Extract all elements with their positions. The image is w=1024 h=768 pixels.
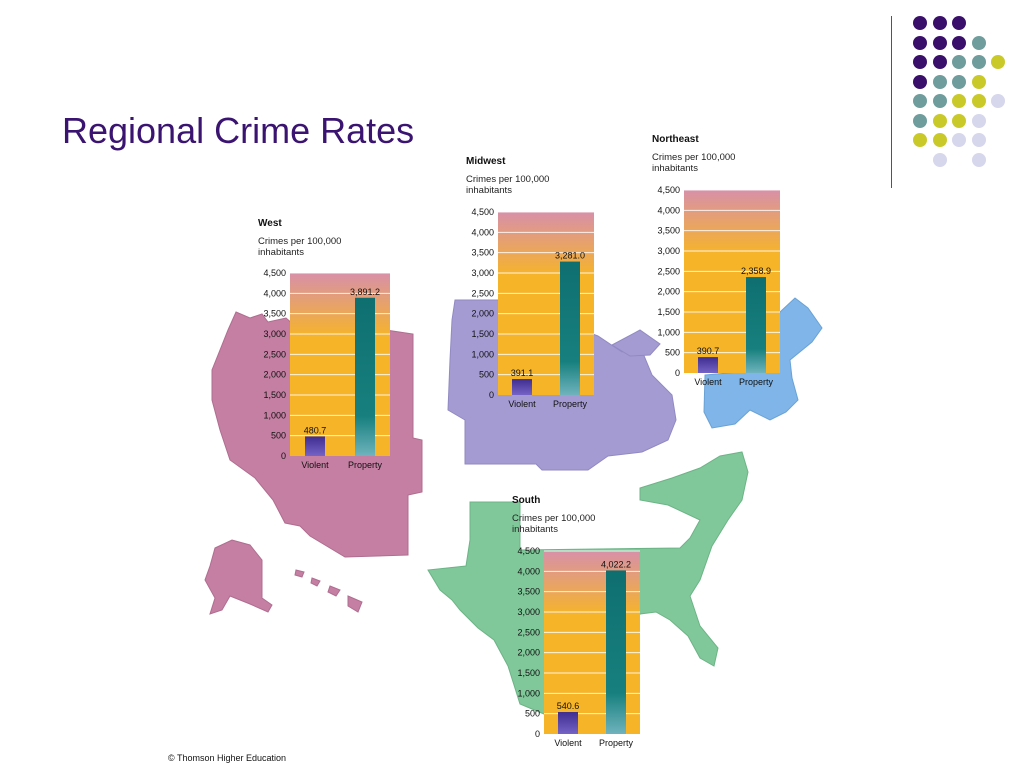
y-tick-label: 4,000 [517,566,540,576]
y-tick-label: 0 [535,729,540,739]
y-tick-label: 4,000 [657,205,680,215]
y-tick-label: 4,500 [263,268,286,278]
y-tick-label: 2,500 [263,349,286,359]
violent-bar [698,357,718,373]
y-tick-label: 3,500 [471,248,494,258]
y-tick-label: 0 [489,390,494,400]
x-category-label: Property [599,738,634,748]
y-tick-label: 3,500 [657,226,680,236]
y-tick-label: 2,000 [657,287,680,297]
y-tick-label: 1,500 [471,329,494,339]
x-category-label: Property [553,399,588,409]
violent-bar [512,379,532,395]
y-tick-label: 3,000 [517,607,540,617]
y-tick-label: 4,500 [471,207,494,217]
y-tick-label: 3,000 [471,268,494,278]
y-tick-label: 1,500 [517,668,540,678]
property-bar [355,297,375,456]
y-tick-label: 1,500 [657,307,680,317]
west-chart-unit-label: Crimes per 100,000 inhabitants [258,236,342,258]
x-category-label: Violent [301,460,329,470]
y-tick-label: 2,500 [471,288,494,298]
x-category-label: Property [739,377,774,387]
y-tick-label: 1,000 [657,327,680,337]
y-tick-label: 500 [271,431,286,441]
x-category-label: Property [348,460,383,470]
slide-title: Regional Crime Rates [62,110,415,151]
property-bar [746,277,766,373]
y-tick-label: 2,500 [657,266,680,276]
y-tick-label: 1,000 [471,349,494,359]
violent-bar [305,436,325,456]
northeast-bar-chart: 0 500 1,000 1,500 2,000 2,500 3,000 3,500 4,000 4… [657,185,780,387]
bar-value-label: 480.7 [304,425,327,435]
midwest-chart-title: Midwest [466,156,506,167]
south-chart-unit-label: Crimes per 100,000 inhabitants [512,513,596,535]
bar-value-label: 4,022.2 [601,559,631,569]
property-bar [606,570,626,734]
y-tick-label: 500 [525,709,540,719]
midwest-bar-chart: 0 500 1,000 1,500 2,000 2,500 3,000 3,500 4,000 4… [471,207,594,409]
y-tick-label: 1,500 [263,390,286,400]
y-tick-label: 2,000 [471,309,494,319]
bar-value-label: 3,281.0 [555,251,585,261]
y-tick-label: 3,000 [657,246,680,256]
bar-value-label: 2,358.9 [741,266,771,276]
alaska-shape [204,539,273,615]
copyright-credit: © Thomson Higher Education [168,753,287,763]
y-tick-label: 3,500 [517,587,540,597]
south-chart-title: South [512,495,541,506]
y-tick-label: 4,000 [471,227,494,237]
x-category-label: Violent [554,738,582,748]
y-tick-label: 0 [281,451,286,461]
y-tick-label: 2,000 [517,648,540,658]
y-tick-label: 2,000 [263,370,286,380]
northeast-chart-title: Northeast [652,134,699,145]
y-tick-label: 500 [479,370,494,380]
hawaii-shape [294,569,363,613]
midwest-chart-unit-label: Crimes per 100,000 inhabitants [466,174,550,196]
y-tick-label: 0 [675,368,680,378]
bar-value-label: 391.1 [511,368,534,378]
bar-value-label: 3,891.2 [350,287,380,297]
x-category-label: Violent [508,399,536,409]
y-tick-label: 4,000 [263,288,286,298]
x-category-label: Violent [694,377,722,387]
property-bar [560,261,580,395]
y-tick-label: 3,500 [263,309,286,319]
y-tick-label: 1,000 [263,410,286,420]
northeast-chart-unit-label: Crimes per 100,000 inhabitants [652,152,736,174]
y-tick-label: 4,500 [517,546,540,556]
violent-bar [558,712,578,734]
bar-value-label: 390.7 [697,346,720,356]
y-tick-label: 3,000 [263,329,286,339]
west-chart-title: West [258,218,282,229]
y-tick-label: 4,500 [657,185,680,195]
west-bar-chart: 0 500 1,000 1,500 2,000 2,500 3,000 3,500 4,000 4… [263,268,390,470]
y-tick-label: 1,000 [517,688,540,698]
south-bar-chart: 0 500 1,000 1,500 2,000 2,500 3,000 3,500 4,000 4… [517,546,640,748]
bar-value-label: 540.6 [557,701,580,711]
decorative-divider-line [891,16,892,188]
y-tick-label: 2,500 [517,627,540,637]
y-tick-label: 500 [665,348,680,358]
